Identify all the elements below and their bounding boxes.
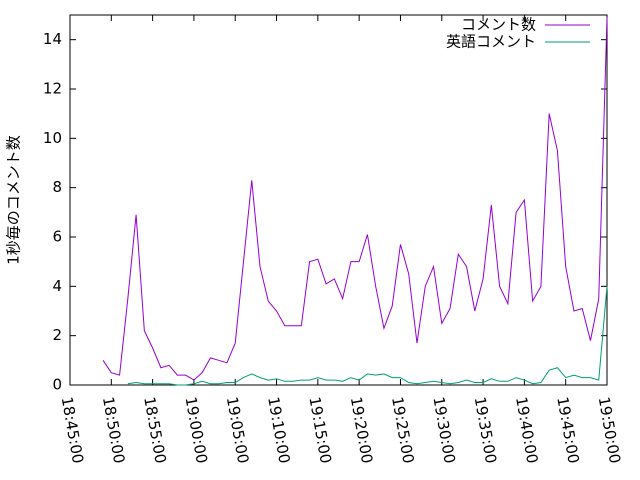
x-tick-label: 19:20:00 <box>347 395 376 464</box>
series-line <box>102 17 608 381</box>
y-tick-label: 8 <box>52 178 62 196</box>
y-tick-label: 14 <box>43 30 62 48</box>
legend-label: コメント数 <box>461 16 536 34</box>
legend-label: 英語コメント <box>446 33 536 51</box>
x-tick-label: 19:15:00 <box>305 395 334 464</box>
series-line <box>127 286 608 386</box>
x-tick-label: 19:05:00 <box>223 395 252 464</box>
y-tick-label: 0 <box>52 376 62 394</box>
y-tick-label: 6 <box>52 228 62 246</box>
x-tick-label: 19:40:00 <box>512 395 541 464</box>
x-tick-label: 18:55:00 <box>140 395 169 464</box>
y-tick-label: 10 <box>43 129 62 147</box>
x-tick-label: 19:25:00 <box>388 395 417 464</box>
x-tick-label: 18:50:00 <box>99 395 128 464</box>
x-tick-label: 19:30:00 <box>429 395 458 464</box>
y-tick-label: 12 <box>43 80 62 98</box>
y-tick-label: 2 <box>52 326 62 344</box>
x-tick-label: 19:50:00 <box>595 395 624 464</box>
x-tick-label: 18:45:00 <box>58 395 87 464</box>
x-tick-label: 19:35:00 <box>471 395 500 464</box>
x-tick-label: 19:10:00 <box>264 395 293 464</box>
y-tick-label: 4 <box>52 277 62 295</box>
plot-border <box>69 14 608 386</box>
x-tick-label: 19:00:00 <box>182 395 211 464</box>
x-tick-label: 19:45:00 <box>553 395 582 464</box>
y-axis-label: 1秒毎のコメント数 <box>5 135 23 265</box>
